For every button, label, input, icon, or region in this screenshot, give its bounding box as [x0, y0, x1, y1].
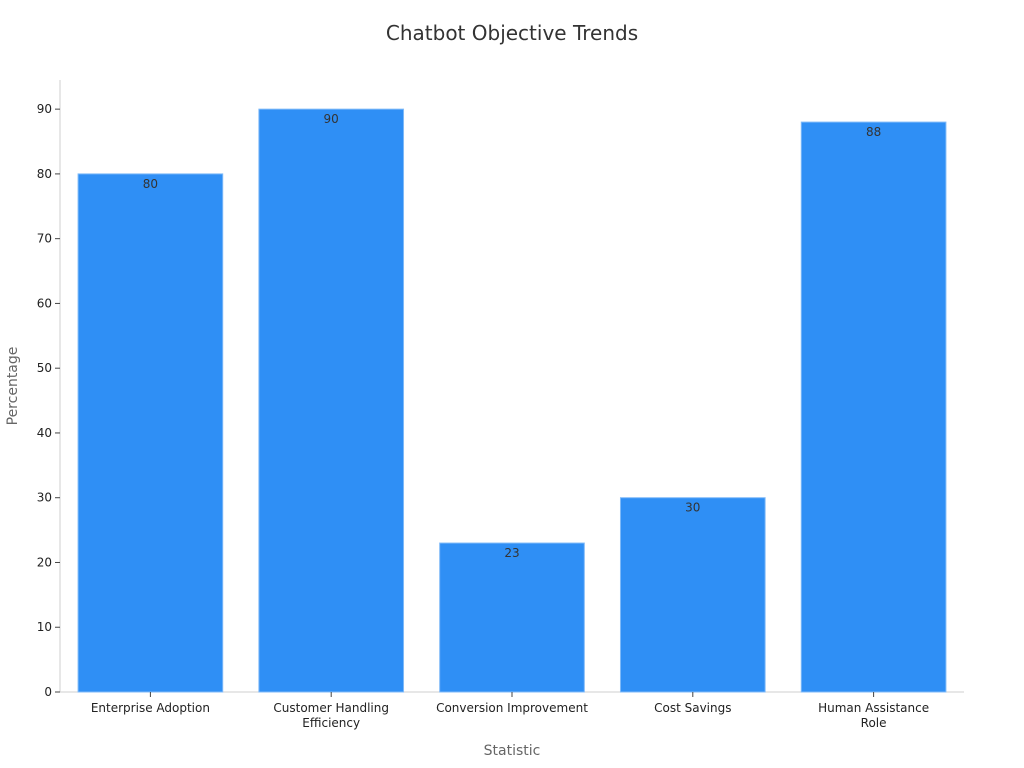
y-tick-label: 40 — [37, 426, 52, 440]
y-tick-label: 80 — [37, 167, 52, 181]
x-tick-label: Cost Savings — [654, 701, 731, 715]
data-label: 80 — [143, 177, 158, 191]
y-tick-label: 10 — [37, 620, 52, 634]
chart-title: Chatbot Objective Trends — [386, 21, 638, 45]
data-label: 23 — [504, 546, 519, 560]
x-tick-label: Conversion Improvement — [436, 701, 588, 715]
y-tick-label: 0 — [44, 685, 52, 699]
bar — [258, 108, 405, 693]
x-tick-label: Enterprise Adoption — [91, 701, 210, 715]
y-tick-label: 70 — [37, 232, 52, 246]
bar — [77, 173, 224, 693]
x-tick-label: Human Assistance Role — [818, 701, 929, 730]
y-tick-label: 20 — [37, 555, 52, 569]
bar — [439, 542, 585, 693]
data-label: 88 — [866, 125, 881, 139]
y-tick-label: 50 — [37, 361, 52, 375]
bar — [800, 121, 947, 693]
data-label: 30 — [685, 501, 700, 515]
y-tick-label: 30 — [37, 491, 52, 505]
x-axis-label: Statistic — [484, 743, 541, 759]
x-tick-label: Customer Handling Efficiency — [273, 701, 389, 730]
y-tick-label: 60 — [37, 296, 52, 310]
y-tick-label: 90 — [37, 102, 52, 116]
data-label: 90 — [324, 112, 339, 126]
y-axis-label: Percentage — [5, 347, 21, 426]
bar — [619, 497, 766, 693]
